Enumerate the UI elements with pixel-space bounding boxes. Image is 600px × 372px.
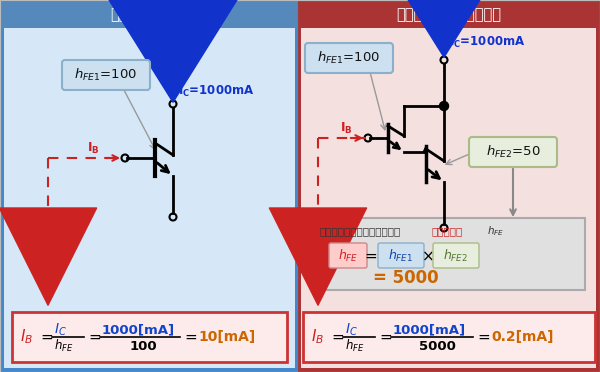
Text: $h_{FE2}$=50: $h_{FE2}$=50 [485,144,541,160]
Text: $I_C$: $I_C$ [345,322,358,338]
Text: $h_{FE1}$=100: $h_{FE1}$=100 [317,50,380,66]
Bar [303,312,595,362]
Text: $I_B$: $I_B$ [20,328,33,346]
Bar [2,2,297,370]
Text: $h_{FE}$: $h_{FE}$ [338,248,358,264]
Text: $h_{FE}$: $h_{FE}$ [54,338,73,354]
Bar [4,28,295,368]
Text: 0.2[mA]: 0.2[mA] [491,330,554,344]
Bar [299,2,598,370]
Text: $\mathbf{I_B}$: $\mathbf{I_B}$ [340,121,352,135]
FancyBboxPatch shape [433,243,479,268]
Text: =: = [184,330,197,344]
Text: $I_C$: $I_C$ [54,322,67,338]
Text: 100: 100 [130,340,158,353]
Text: ダーリントントランジスタの: ダーリントントランジスタの [319,226,400,236]
Text: ダーリントントランジスタ: ダーリントントランジスタ [396,7,501,22]
Text: $h_{FE}$: $h_{FE}$ [487,224,505,238]
Text: =: = [88,330,101,344]
Text: $\mathbf{I_C}$=1000mA: $\mathbf{I_C}$=1000mA [449,35,526,49]
Text: 通常のトランジスタ: 通常のトランジスタ [110,7,189,22]
Text: $h_{FE1}$=100: $h_{FE1}$=100 [74,67,137,83]
Bar [12,312,287,362]
FancyBboxPatch shape [378,243,424,268]
Bar [301,28,596,368]
Text: 電流増幅率: 電流増幅率 [431,226,462,236]
Text: 5000: 5000 [419,340,456,353]
FancyBboxPatch shape [329,243,367,268]
Text: =: = [331,330,344,344]
FancyBboxPatch shape [62,60,150,90]
Text: $\mathbf{I_B}$: $\mathbf{I_B}$ [86,141,100,155]
Text: =: = [379,330,392,344]
Text: 10[mA]: 10[mA] [198,330,255,344]
Text: 1000[mA]: 1000[mA] [393,324,466,337]
Bar [2,2,297,28]
Text: $\times$: $\times$ [421,248,433,263]
FancyBboxPatch shape [305,43,393,73]
Text: = 5000: = 5000 [373,269,439,287]
Text: $h_{FE}$: $h_{FE}$ [345,338,364,354]
Text: =: = [365,248,377,263]
Bar [313,218,585,290]
Text: $\mathbf{I_C}$=1000mA: $\mathbf{I_C}$=1000mA [178,83,255,99]
Bar [299,2,598,28]
Text: $I_B$: $I_B$ [311,328,324,346]
Text: 1000[mA]: 1000[mA] [102,324,175,337]
FancyBboxPatch shape [469,137,557,167]
Text: =: = [477,330,490,344]
Text: $h_{FE1}$: $h_{FE1}$ [388,248,413,264]
Text: =: = [40,330,53,344]
Circle shape [439,102,449,110]
Text: $h_{FE2}$: $h_{FE2}$ [443,248,469,264]
